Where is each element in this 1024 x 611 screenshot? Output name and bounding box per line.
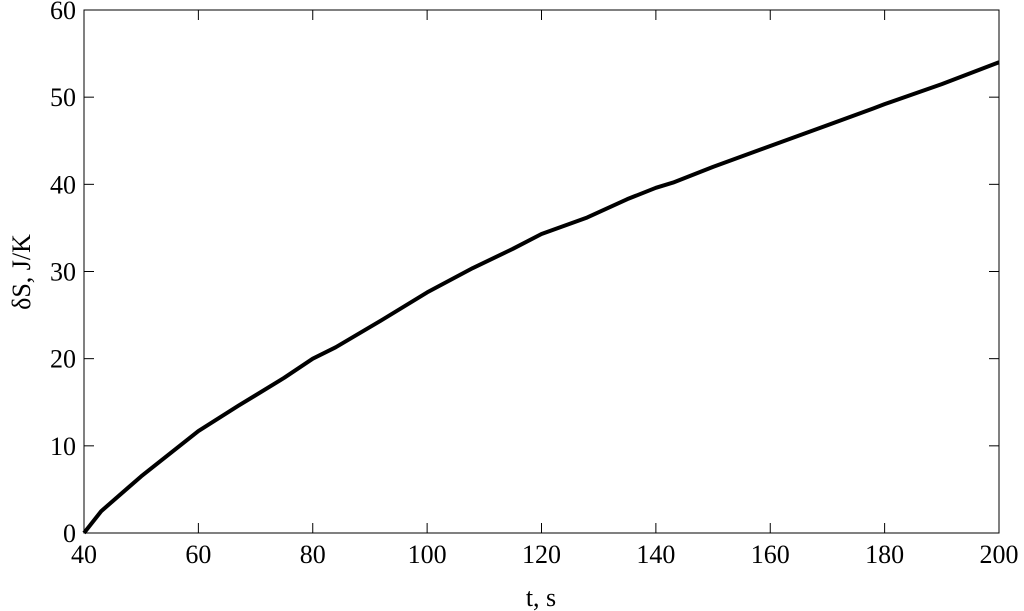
y-tick-label: 60 [50,0,76,25]
y-tick-label: 30 [50,258,76,287]
x-tick-label: 120 [522,540,561,569]
x-tick-label: 60 [185,540,211,569]
x-tick-label: 40 [71,540,97,569]
plot-frame [83,9,1000,534]
y-tick-label: 10 [50,432,76,461]
x-tick-label: 160 [751,540,790,569]
y-tick-label: 0 [63,519,76,548]
x-tick-label: 80 [300,540,326,569]
y-tick-label: 40 [50,170,76,199]
y-tick-label: 20 [50,345,76,374]
x-tick-label: 180 [865,540,904,569]
y-axis-label: δS, J/K [7,234,36,310]
y-tick-label: 50 [50,83,76,112]
x-tick-label: 100 [408,540,447,569]
x-axis-label: t, s [526,583,556,611]
data-line [82,60,1000,535]
x-tick-label: 200 [980,540,1019,569]
x-tick-label: 140 [636,540,675,569]
